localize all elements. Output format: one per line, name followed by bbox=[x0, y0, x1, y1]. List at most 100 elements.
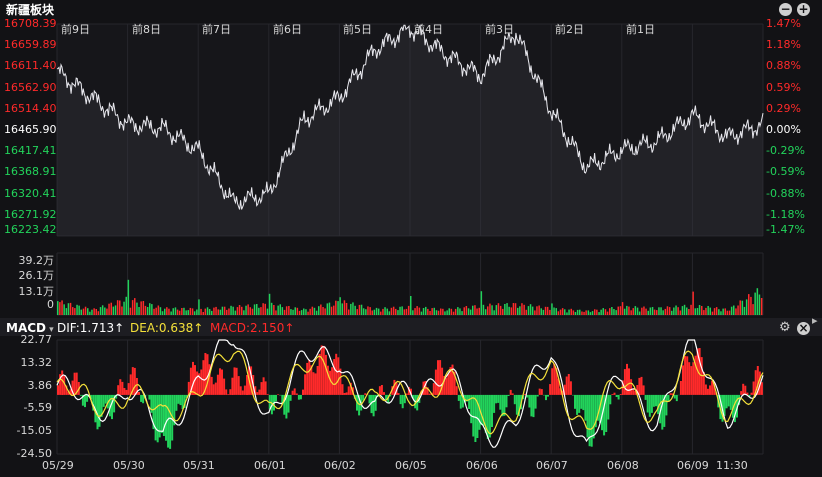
macd-bar bbox=[607, 394, 610, 420]
macd-bar bbox=[343, 393, 346, 395]
macd-bar bbox=[349, 382, 352, 395]
volume-bar bbox=[172, 308, 174, 315]
macd-bar bbox=[592, 394, 595, 439]
volume-bar bbox=[609, 308, 611, 315]
volume-bar bbox=[726, 310, 729, 315]
macd-bar bbox=[289, 394, 292, 401]
gear-icon[interactable]: ⚙ bbox=[779, 320, 791, 335]
macd-bar bbox=[461, 394, 464, 408]
volume-bar bbox=[664, 308, 667, 315]
macd-bar bbox=[127, 383, 130, 395]
macd-bar bbox=[150, 394, 153, 413]
volume-bar bbox=[643, 306, 645, 315]
macd-bar bbox=[590, 394, 593, 447]
volume-bars bbox=[57, 279, 763, 315]
volume-bar bbox=[155, 307, 157, 315]
volume-bar bbox=[198, 299, 200, 315]
macd-bar bbox=[513, 394, 516, 405]
macd-bar bbox=[407, 387, 410, 395]
macd-bar bbox=[113, 394, 116, 413]
volume-bar bbox=[692, 291, 694, 315]
volume-bar bbox=[531, 306, 534, 315]
close-circle-icon[interactable]: × bbox=[797, 321, 810, 335]
volume-bar bbox=[178, 310, 181, 315]
macd-bar bbox=[449, 367, 452, 395]
macd-bar bbox=[165, 394, 167, 441]
macd-bar bbox=[393, 379, 396, 395]
volume-bar bbox=[675, 305, 677, 315]
macd-bar bbox=[528, 394, 531, 408]
macd-bar bbox=[283, 394, 286, 415]
volume-bar bbox=[358, 304, 361, 315]
price-tick-right: -1.47% bbox=[766, 223, 805, 236]
macd-bar bbox=[596, 394, 599, 421]
volume-bar bbox=[602, 308, 604, 315]
macd-bar bbox=[447, 374, 450, 395]
macd-bar bbox=[84, 394, 86, 408]
volume-bar bbox=[724, 308, 726, 315]
macd-bar bbox=[659, 394, 662, 424]
macd-bar bbox=[79, 394, 82, 396]
macd-bar bbox=[723, 394, 726, 416]
macd-bar bbox=[559, 388, 562, 395]
volume-bar bbox=[110, 302, 112, 315]
macd-bar bbox=[225, 389, 228, 395]
volume-bar bbox=[549, 309, 551, 315]
volume-bar bbox=[559, 309, 562, 315]
day-label: 前6日 bbox=[273, 23, 302, 36]
volume-bar bbox=[754, 292, 756, 315]
volume-bar bbox=[435, 310, 438, 315]
volume-bar bbox=[422, 308, 425, 315]
volume-bar bbox=[529, 304, 532, 315]
volume-bar bbox=[581, 311, 583, 315]
date-tick: 06/07 bbox=[536, 459, 568, 472]
volume-bar bbox=[116, 300, 119, 315]
macd-bar bbox=[169, 394, 172, 449]
macd-bar bbox=[750, 392, 753, 395]
price-tick-right: 0.88% bbox=[766, 59, 801, 72]
macd-bar bbox=[439, 360, 442, 395]
macd-bar bbox=[711, 380, 714, 395]
macd-bar bbox=[133, 367, 136, 395]
macd-bar bbox=[540, 389, 543, 395]
volume-bar bbox=[108, 303, 110, 315]
plus-circle-icon[interactable]: + bbox=[797, 2, 810, 16]
macd-bar bbox=[326, 365, 329, 395]
macd-bar bbox=[92, 394, 95, 411]
volume-bar bbox=[613, 309, 615, 315]
macd-bar bbox=[542, 394, 545, 396]
macd-bar bbox=[482, 394, 485, 426]
price-tick-left: 16271.92 bbox=[4, 208, 57, 221]
volume-bar bbox=[711, 311, 714, 315]
minus-circle-icon[interactable]: − bbox=[779, 2, 792, 16]
macd-bar bbox=[534, 394, 537, 409]
macd-bar bbox=[121, 381, 124, 395]
macd-bar bbox=[235, 367, 238, 395]
macd-bar bbox=[306, 362, 309, 395]
macd-bar bbox=[175, 394, 178, 411]
volume-bar bbox=[221, 306, 224, 315]
macd-bar bbox=[713, 382, 716, 395]
volume-bar bbox=[489, 303, 491, 315]
volume-bar bbox=[405, 308, 408, 315]
macd-bar bbox=[509, 389, 512, 395]
price-tick-right: 1.47% bbox=[766, 17, 801, 30]
volume-bar bbox=[701, 306, 703, 315]
volume-bar bbox=[382, 308, 384, 315]
volume-bar bbox=[463, 307, 465, 315]
volume-bar bbox=[161, 311, 164, 315]
dea-value: DEA:0.638↑ bbox=[130, 321, 204, 335]
macd-bar bbox=[254, 386, 257, 395]
volume-bar bbox=[641, 307, 643, 315]
macd-bar bbox=[582, 394, 585, 411]
volume-bar bbox=[345, 303, 348, 315]
macd-bar bbox=[468, 394, 471, 409]
day-label: 前1日 bbox=[626, 23, 655, 36]
macd-bar bbox=[322, 345, 325, 395]
macd-bar bbox=[202, 360, 205, 395]
macd-indicator-select[interactable]: MACD ▾ bbox=[6, 321, 54, 335]
volume-bar bbox=[557, 311, 560, 315]
volume-bar bbox=[380, 311, 382, 315]
volume-bar bbox=[743, 306, 746, 315]
scroll-right-icon[interactable]: ▸ bbox=[812, 314, 818, 327]
